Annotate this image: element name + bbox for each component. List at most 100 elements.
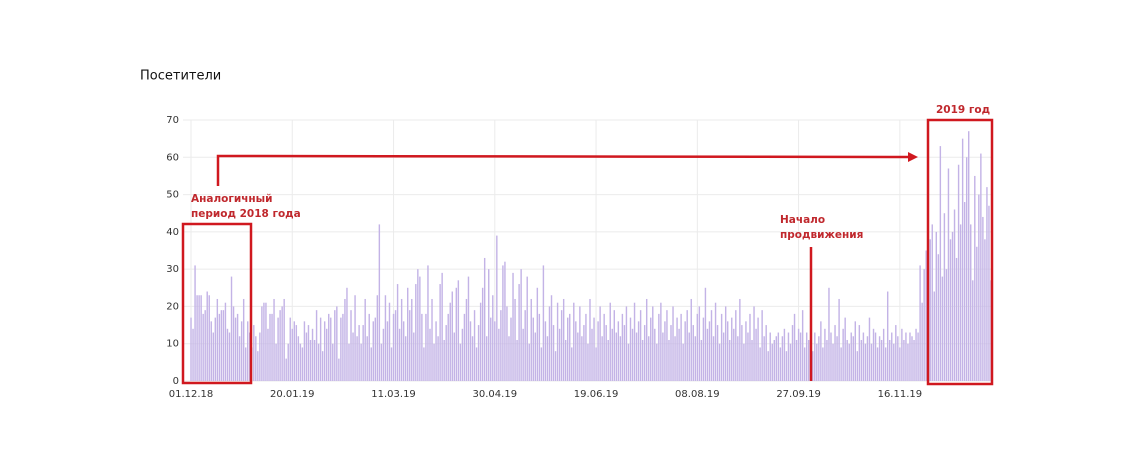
arrow-head: [908, 152, 918, 162]
bar: [352, 332, 354, 381]
bar: [702, 317, 705, 381]
bar: [984, 239, 986, 381]
bar: [315, 310, 318, 381]
x-tick-label: 30.04.19: [473, 389, 518, 400]
bar: [514, 298, 516, 381]
bar: [739, 298, 741, 381]
bar: [808, 339, 810, 381]
bar: [244, 347, 247, 381]
annotation: 2019 год: [936, 104, 990, 116]
bar: [386, 321, 389, 381]
bar: [706, 328, 709, 381]
bar: [317, 343, 320, 381]
bar: [453, 332, 456, 381]
bar: [897, 336, 899, 381]
bar: [976, 246, 978, 381]
bar: [729, 339, 731, 381]
bar: [307, 325, 310, 381]
bar: [666, 310, 668, 381]
bar: [866, 336, 869, 381]
bar: [421, 313, 423, 381]
bar: [265, 302, 267, 381]
bar: [988, 205, 990, 381]
bar: [585, 313, 587, 381]
bar: [797, 328, 800, 381]
bar: [370, 347, 372, 381]
bar: [455, 287, 458, 381]
bar: [700, 339, 703, 381]
bar: [358, 325, 360, 381]
bar: [330, 317, 332, 381]
bar: [747, 332, 749, 381]
bar: [777, 332, 780, 381]
bar: [441, 272, 443, 381]
bar: [522, 328, 524, 381]
bar: [390, 347, 393, 381]
bar: [257, 351, 259, 381]
bar: [919, 265, 921, 381]
bar: [860, 339, 863, 381]
bar: [530, 298, 532, 381]
bar: [336, 306, 338, 381]
bar: [876, 347, 879, 381]
bar: [240, 321, 243, 381]
bar: [834, 325, 836, 381]
bar: [204, 310, 206, 381]
bar: [321, 351, 324, 381]
bar: [781, 336, 784, 381]
bar: [447, 313, 449, 381]
bar: [635, 332, 638, 381]
bar: [923, 269, 925, 381]
bar: [955, 257, 958, 381]
bar: [328, 313, 330, 381]
bar: [765, 325, 767, 381]
bar: [842, 328, 844, 381]
bar: [891, 332, 893, 381]
bar: [745, 321, 747, 381]
x-tick-label: 19.06.19: [574, 389, 619, 400]
bar: [443, 339, 445, 381]
bar: [716, 325, 719, 381]
bar: [273, 298, 275, 381]
labels: 0 10 20 30 40 50 60 70 01.12.18 20.01.19 11.03.19 3…: [166, 115, 922, 400]
bar: [731, 317, 733, 381]
bar: [822, 347, 824, 381]
bar: [603, 313, 605, 381]
bar: [384, 295, 387, 381]
bar: [733, 328, 735, 381]
bar: [615, 332, 618, 381]
bar: [949, 239, 952, 381]
bar: [688, 332, 690, 381]
bar: [380, 343, 383, 381]
bar: [263, 302, 265, 381]
bar: [334, 310, 336, 381]
bar: [325, 328, 328, 381]
bar: [479, 302, 482, 381]
bar: [625, 306, 628, 381]
bar: [724, 306, 727, 381]
bar: [198, 295, 200, 381]
bars: [190, 131, 992, 381]
bar: [767, 351, 769, 381]
bar: [773, 339, 775, 381]
bar: [945, 269, 948, 381]
bar: [216, 298, 219, 381]
bar: [287, 343, 289, 381]
bar: [880, 339, 883, 381]
bar: [854, 321, 857, 381]
x-tick-label: 27.09.19: [776, 389, 821, 400]
bar: [909, 332, 911, 381]
bar: [417, 269, 419, 381]
bar: [303, 321, 306, 381]
bar: [824, 328, 826, 381]
bar: [650, 317, 652, 381]
bar: [814, 332, 816, 381]
bar: [581, 336, 583, 381]
bar: [826, 339, 828, 381]
bar: [247, 321, 249, 381]
bar: [722, 332, 725, 381]
bar: [560, 310, 563, 381]
bar: [937, 254, 940, 381]
bar: [520, 269, 522, 381]
bar: [672, 306, 674, 381]
